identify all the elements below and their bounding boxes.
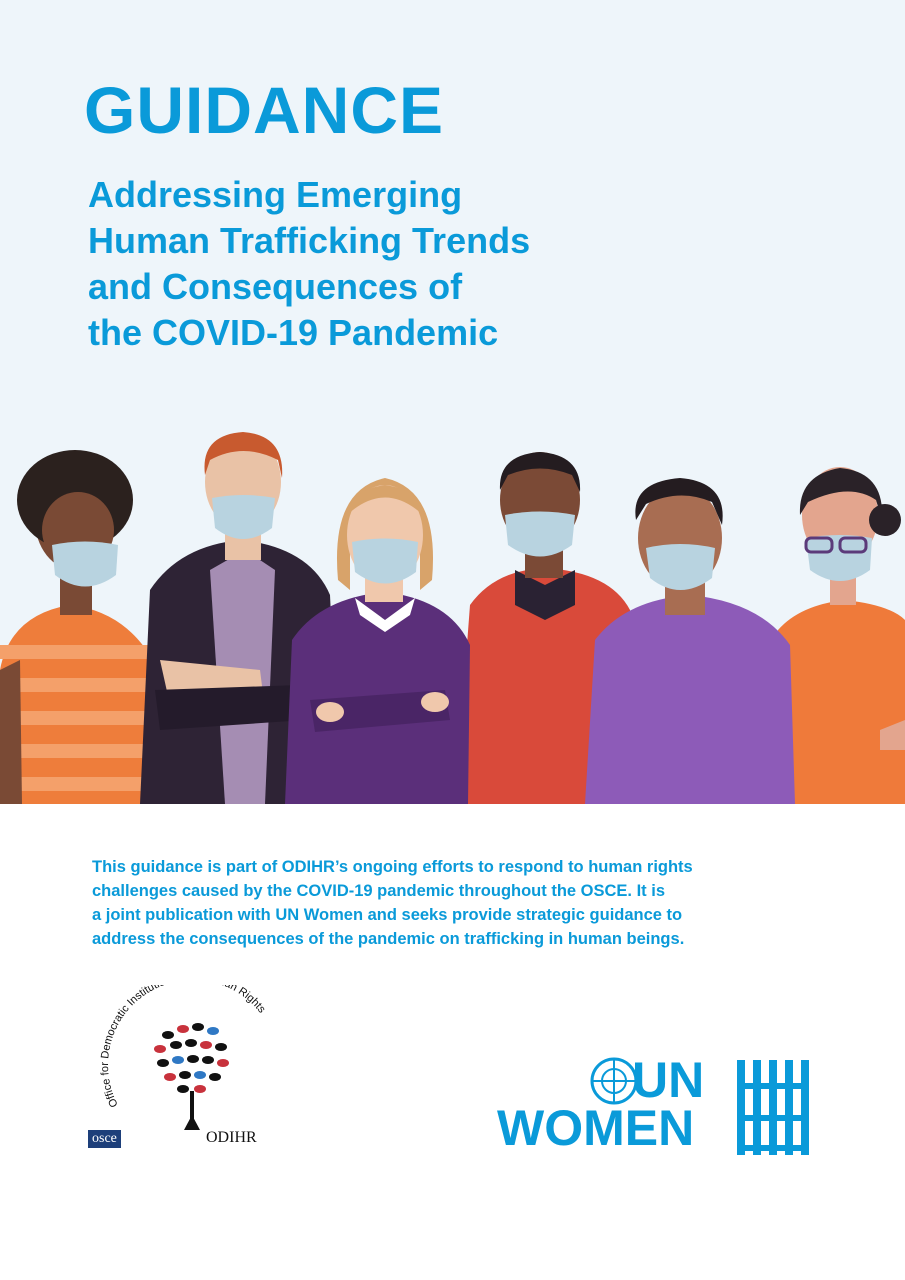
un-women-line-women: WOMEN — [497, 1100, 695, 1156]
description-line: challenges caused by the COVID-19 pandem… — [92, 882, 666, 900]
un-women-emblem — [590, 1057, 809, 1155]
masked-people-illustration — [0, 432, 905, 804]
description-line: This guidance is part of ODIHR’s ongoing… — [92, 858, 693, 876]
osce-label: osce — [88, 1130, 121, 1148]
description-line: address the consequences of the pandemic… — [92, 930, 685, 948]
un-globe-icon — [590, 1057, 638, 1105]
person-blonde-purple — [285, 478, 470, 804]
un-women-logo: UN WOMEN — [492, 1055, 822, 1160]
person-left-striped — [0, 450, 170, 804]
women-symbol-icon — [737, 1060, 809, 1155]
subtitle-line: the COVID-19 Pandemic — [88, 312, 499, 353]
odihr-logo: Office for Democratic Institutions and H… — [88, 971, 298, 1155]
subtitle-line: Addressing Emerging — [88, 174, 463, 215]
un-women-line-un: UN — [632, 1052, 705, 1108]
odihr-label: ODIHR — [206, 1129, 257, 1146]
document-type-title: GUIDANCE — [84, 73, 445, 147]
description-line: a joint publication with UN Women and se… — [92, 906, 683, 924]
person-red-hair-jacket — [140, 432, 340, 804]
person-right-glasses — [770, 467, 905, 804]
person-violet-shirt — [585, 478, 795, 804]
odihr-tree-emblem: Office for Democratic Institutions and H… — [99, 971, 268, 1131]
subtitle-line: and Consequences of — [88, 266, 463, 307]
cover-description: This guidance is part of ODIHR’s ongoing… — [92, 855, 832, 951]
subtitle-line: Human Trafficking Trends — [88, 220, 531, 261]
document-subtitle: Addressing Emerging Human Trafficking Tr… — [88, 172, 728, 356]
